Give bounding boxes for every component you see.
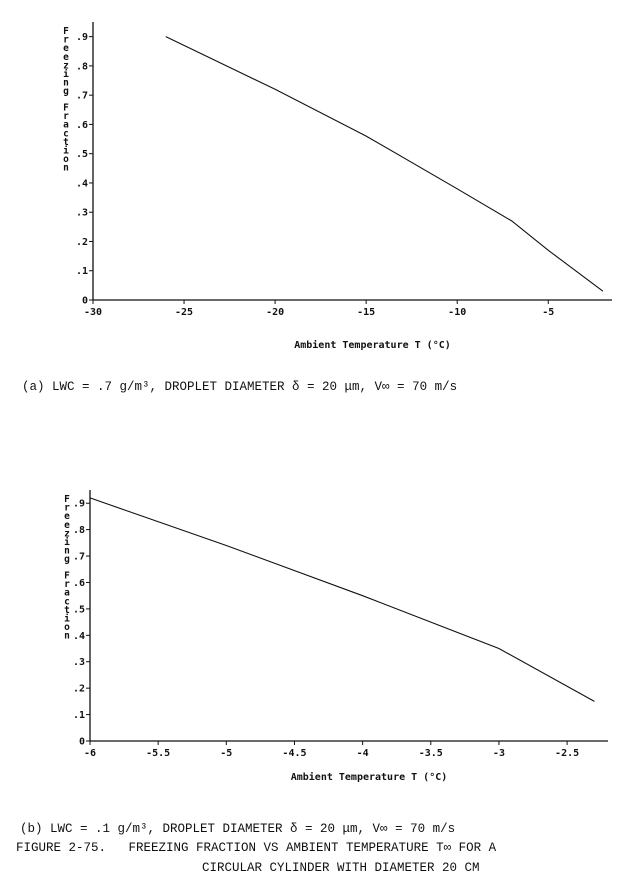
series-line: [165, 36, 604, 292]
caption-b: (b) LWC = .1 g/m³, DROPLET DIAMETER δ = …: [20, 822, 456, 836]
x-tick-label: -6: [84, 748, 96, 759]
x-tick-label: -25: [175, 307, 193, 318]
y-tick-label: .4: [76, 178, 88, 189]
y-tick-label: .4: [73, 631, 85, 642]
x-tick-label: -15: [357, 307, 375, 318]
y-tick-label: .2: [73, 684, 85, 695]
y-tick-label: .7: [73, 552, 85, 563]
x-tick-label: -4.5: [282, 748, 306, 759]
chart-b: -6 -5.5 -5 -4.5 -4 -3.5 -3 -2.5 0 .1 .2 .3 .4 .5 .6 .7.…: [64, 490, 608, 783]
x-tick-label: -4: [357, 748, 369, 759]
y-tick-label: .9: [76, 32, 88, 43]
y-tick-label: .9: [73, 499, 85, 510]
y-tick-label: .3: [76, 208, 88, 219]
x-axis-title: Ambient Temperature T (°C): [291, 771, 448, 783]
figure-caption-line1: FIGURE 2-75. FREEZING FRACTION VS AMBIEN…: [16, 841, 497, 855]
x-tick-label: -2.5: [555, 748, 579, 759]
y-tick-label: .5: [76, 149, 88, 160]
x-tick-label: -3.5: [419, 748, 443, 759]
x-tick-label: -5: [542, 307, 554, 318]
y-tick-label: .8: [73, 525, 85, 536]
y-tick-label: .7: [76, 91, 88, 102]
y-tick-label: .1: [73, 710, 85, 721]
y-tick-label: 0: [79, 737, 85, 748]
figure-caption-line2: CIRCULAR CYLINDER WITH DIAMETER 20 CM: [202, 861, 480, 875]
chart-a: -30 -25 -20 -15 -10 -5 0 .1 .2 .3 .4 .5 .6 .7 .8 .9 F r e e…: [63, 22, 612, 351]
y-tick-label: .1: [76, 266, 88, 277]
y-tick-label: 0: [82, 296, 88, 307]
x-tick-label: -5.5: [146, 748, 170, 759]
x-tick-label: -3: [493, 748, 505, 759]
x-tick-label: -20: [266, 307, 284, 318]
series-line: [89, 497, 595, 702]
y-tick-label: .2: [76, 237, 88, 248]
x-tick-label: -10: [448, 307, 466, 318]
x-axis-title: Ambient Temperature T (°C): [294, 339, 451, 351]
y-tick-label: .6: [73, 578, 85, 589]
y-tick-label: .6: [76, 120, 88, 131]
y-tick-label: .3: [73, 657, 85, 668]
x-tick-label: -30: [84, 307, 102, 318]
x-tick-label: -5: [220, 748, 232, 759]
y-tick-label: .8: [76, 61, 88, 72]
caption-a: (a) LWC = .7 g/m³, DROPLET DIAMETER δ = …: [22, 380, 458, 394]
y-tick-label: .5: [73, 604, 85, 615]
